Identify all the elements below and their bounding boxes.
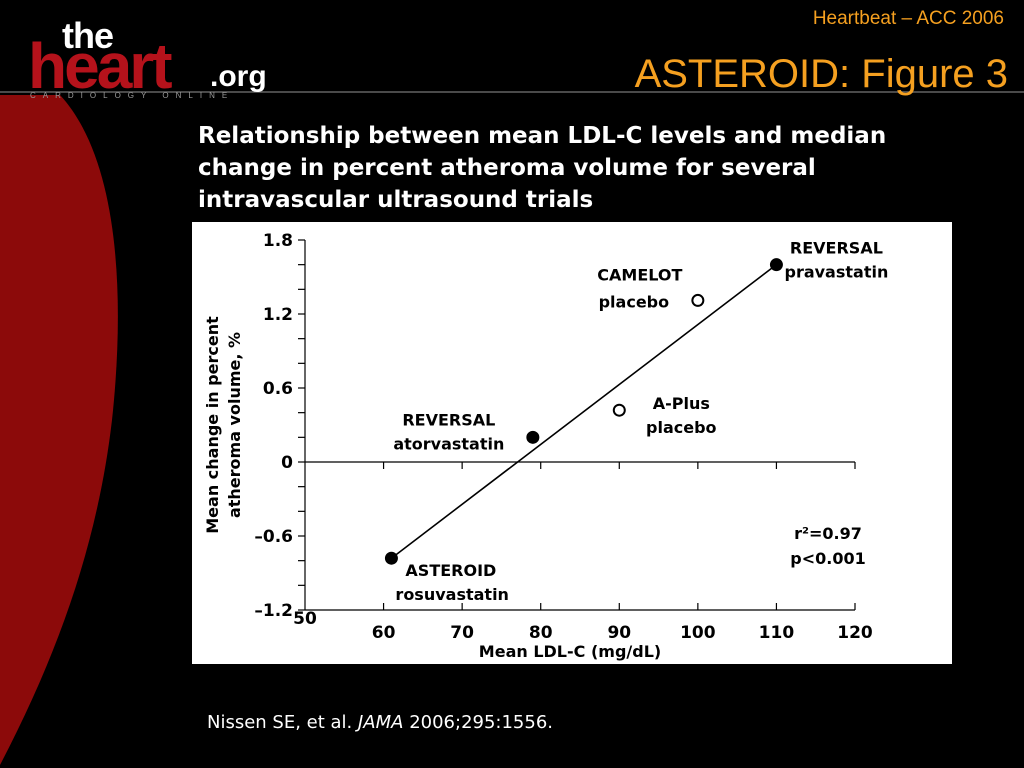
data-point-camelot: [691, 293, 705, 307]
point-label-reversal-atorvastatin: REVERSAL: [402, 410, 495, 429]
logo-org-text: .org: [210, 60, 267, 93]
y-axis-title-line2: atheroma volume, %: [225, 332, 244, 518]
slide-title: ASTEROID: Figure 3: [634, 52, 1008, 96]
point-label-asteroid: ASTEROID: [405, 561, 496, 580]
y-tick-label: 0.6: [263, 379, 293, 399]
citation-journal: JAMA: [358, 712, 404, 733]
x-tick-label: 50: [293, 609, 317, 629]
regression-line: [390, 264, 777, 559]
data-point-aplus: [612, 403, 626, 417]
y-tick-label: 1.8: [263, 231, 293, 251]
point-sublabel-aplus: placebo: [646, 418, 717, 437]
y-axis-title-line1: Mean change in percent: [203, 316, 222, 534]
citation: Nissen SE, et al. JAMA 2006;295:1556.: [207, 712, 553, 733]
citation-details: 2006;295:1556.: [403, 712, 554, 733]
point-sublabel-asteroid: rosuvastatin: [395, 585, 509, 604]
data-point-reversal-pravastatin: [769, 258, 783, 272]
y-tick-label: 0: [281, 453, 293, 473]
logo-heart-text: heart: [28, 30, 172, 102]
point-sublabel-camelot: placebo: [599, 292, 670, 311]
y-tick-label: –1.2: [254, 601, 293, 621]
slide-subtitle: Relationship between mean LDL-C levels a…: [198, 123, 887, 213]
event-label: Heartbeat – ACC 2006: [812, 8, 1004, 29]
point-label-camelot: CAMELOT: [597, 265, 682, 284]
x-tick-label: 80: [529, 623, 553, 643]
point-sublabel-reversal-pravastatin: pravastatin: [784, 263, 888, 282]
x-tick-label: 90: [607, 623, 631, 643]
x-axis-title: Mean LDL-C (mg/dL): [479, 642, 661, 661]
x-tick-label: 60: [372, 623, 396, 643]
citation-authors: Nissen SE, et al.: [207, 712, 358, 733]
y-tick-label: 1.2: [263, 305, 293, 325]
point-sublabel-reversal-atorvastatin: atorvastatin: [393, 434, 504, 453]
logo-tagline: CARDIOLOGY ONLINE: [30, 91, 235, 100]
stat-p-value: p<0.001: [790, 549, 865, 568]
data-point-asteroid: [384, 551, 398, 565]
red-arc-shape: [0, 95, 118, 765]
scatter-chart: 1.8 1.2 0.6 0 –0.6 –1.2 50 60 70 80 90 100 110 120 Mea…: [203, 231, 888, 661]
point-label-aplus: A-Plus: [653, 394, 710, 413]
logo-the-text: the: [62, 15, 114, 56]
stat-r2: r²=0.97: [794, 524, 862, 543]
x-tick-label: 70: [450, 623, 474, 643]
y-tick-label: –0.6: [254, 527, 293, 547]
x-tick-label: 120: [837, 623, 873, 643]
x-tick-label: 110: [759, 623, 795, 643]
chart-panel: 1.8 1.2 0.6 0 –0.6 –1.2 50 60 70 80 90 100 110 120 Mea…: [192, 222, 952, 664]
point-label-reversal-pravastatin: REVERSAL: [790, 239, 883, 258]
x-tick-label: 100: [680, 623, 716, 643]
data-point-reversal-atorvastatin: [526, 430, 540, 444]
